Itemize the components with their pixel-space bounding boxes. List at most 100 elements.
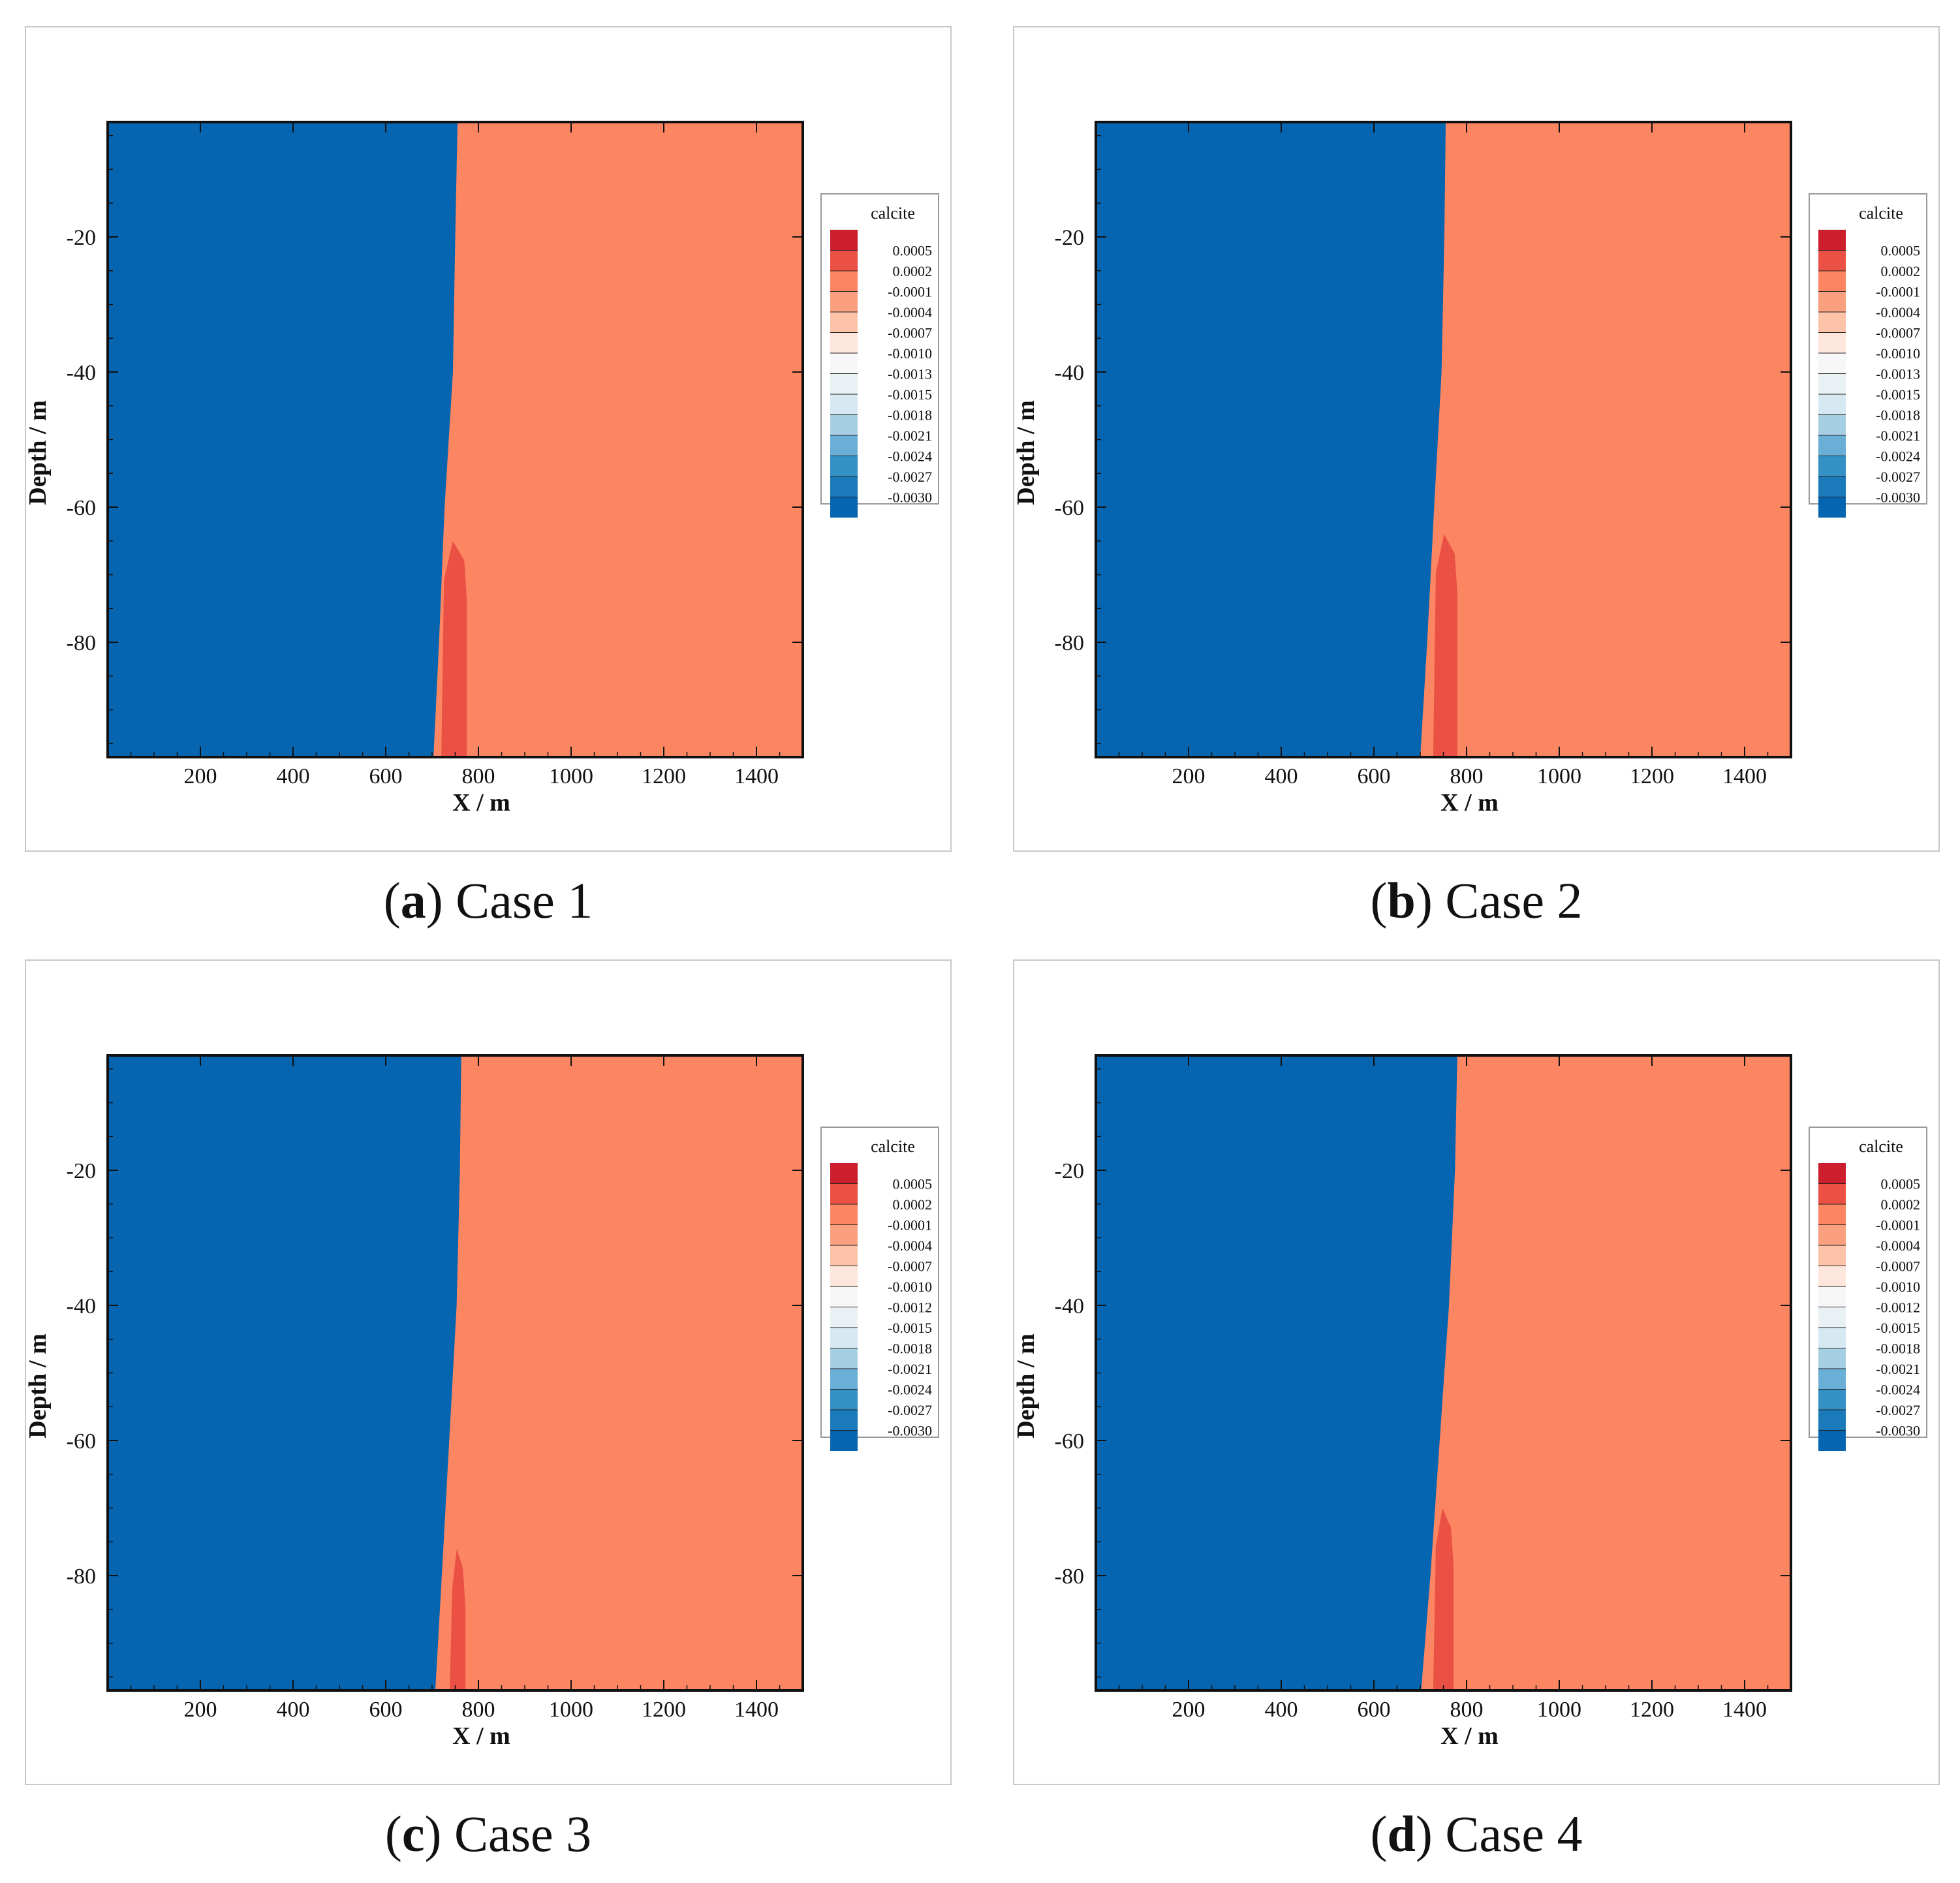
y-tick-label: -20 <box>1055 226 1084 250</box>
legend-swatch <box>830 230 858 251</box>
high-zone <box>441 540 467 757</box>
y-tick-label: -80 <box>67 1564 96 1589</box>
low-region <box>1096 1055 1411 1690</box>
caption-letter-c: c <box>401 1805 425 1862</box>
legend-label: -0.0024 <box>888 448 932 465</box>
contour-plot-b: 200 400 600 800 1000 1200 1400 -20 -40 -60 -80 X / … <box>1014 121 1927 817</box>
legend-label: -0.0024 <box>1876 448 1920 465</box>
legend-swatch <box>1818 230 1846 251</box>
legend-label: -0.0010 <box>1876 345 1920 362</box>
legend-swatch <box>830 1183 858 1204</box>
legend-swatch <box>830 394 858 415</box>
y-tick-label: -40 <box>1055 1294 1084 1318</box>
legend-swatch <box>830 1286 858 1307</box>
y-axis-title: Depth / m <box>1014 400 1040 505</box>
legend-label: 0.0002 <box>893 1196 933 1213</box>
caption-letter-a: a <box>400 872 426 929</box>
legend-swatch <box>1818 394 1846 415</box>
x-tick-label: 600 <box>369 764 403 788</box>
x-tick-label: 400 <box>1265 764 1298 788</box>
legend-swatch <box>1818 1369 1846 1390</box>
legend-title: calcite <box>1859 1137 1903 1156</box>
legend-swatch <box>830 476 858 497</box>
legend-label: -0.0024 <box>1876 1382 1920 1398</box>
x-axis-title: X / m <box>452 1722 510 1750</box>
y-axis-title: Depth / m <box>26 400 52 505</box>
low-region <box>108 1055 411 1690</box>
legend-swatch <box>830 435 858 456</box>
legend-swatch <box>830 353 858 374</box>
x-tick-label: 1200 <box>642 764 686 788</box>
y-tick-label: -40 <box>67 1294 96 1318</box>
legend-label: -0.0021 <box>888 428 932 444</box>
legend-swatch <box>1818 1286 1846 1307</box>
x-tick-label: 800 <box>462 764 495 788</box>
legend-swatch <box>830 312 858 333</box>
panel-c: 200 400 600 800 1000 1200 1400 -20 -40 -60 -80 X / … <box>25 959 952 1785</box>
legend-label: -0.0001 <box>1876 1217 1920 1234</box>
caption-text-d: Case 4 <box>1432 1805 1583 1862</box>
x-tick-label: 400 <box>277 764 310 788</box>
legend-label: -0.0007 <box>888 325 932 341</box>
legend-swatch <box>1818 1204 1846 1225</box>
x-tick-label: 1200 <box>1630 764 1674 788</box>
y-tick-label: -40 <box>67 361 96 385</box>
x-tick-label: 200 <box>1172 764 1206 788</box>
legend-label: -0.0007 <box>1876 325 1920 341</box>
legend-swatch <box>830 414 858 435</box>
y-tick-label: -80 <box>67 631 96 655</box>
legend-swatch <box>1818 1163 1846 1184</box>
x-axis-title: X / m <box>1440 789 1499 817</box>
legend-swatch <box>830 497 858 518</box>
contour-plot-c: 200 400 600 800 1000 1200 1400 -20 -40 -60 -80 X / … <box>26 1054 939 1750</box>
legend-swatch <box>830 271 858 292</box>
legend-label: -0.0018 <box>888 1341 932 1357</box>
legend-swatch <box>1818 414 1846 435</box>
legend-swatch <box>1818 497 1846 518</box>
legend-swatch <box>1818 1307 1846 1328</box>
legend-swatch <box>1818 1183 1846 1204</box>
x-axis-title: X / m <box>452 789 510 817</box>
legend-label: -0.0021 <box>888 1361 932 1377</box>
high-zone <box>449 1548 466 1690</box>
legend-swatch <box>830 1328 858 1348</box>
legend-label: -0.0027 <box>888 1402 932 1418</box>
caption-c: (c) Case 3 <box>384 1805 592 1862</box>
legend-swatch <box>830 1163 858 1184</box>
y-tick-label: -80 <box>1055 1564 1084 1589</box>
legend-label: -0.0004 <box>1876 304 1920 320</box>
legend-label: -0.0012 <box>888 1299 932 1316</box>
legend-swatch <box>1818 353 1846 374</box>
legend-swatch <box>1818 1245 1846 1266</box>
caption-text-b: Case 2 <box>1432 872 1583 929</box>
legend-swatch <box>1818 250 1846 271</box>
legend-swatch <box>830 1245 858 1266</box>
x-tick-label: 1200 <box>642 1698 686 1722</box>
legend-label: -0.0001 <box>888 284 932 300</box>
x-tick-label: 1200 <box>1630 1698 1674 1722</box>
legend-label: -0.0012 <box>1876 1299 1920 1316</box>
contour-plot-d: 200 400 600 800 1000 1200 1400 -20 -40 -60 -80 X / … <box>1014 1054 1927 1750</box>
legend-swatch <box>830 456 858 476</box>
legend-label: -0.0004 <box>888 1237 932 1254</box>
panel-a: 200 400 600 800 1000 1200 1400 -20 -40 -60 -80 X / … <box>25 26 952 852</box>
y-tick-label: -20 <box>67 1159 96 1183</box>
x-axis-title: X / m <box>1440 1722 1499 1750</box>
legend-swatch <box>1818 1348 1846 1369</box>
legend-swatch <box>1818 332 1846 353</box>
y-tick-label: -20 <box>1055 1159 1084 1183</box>
caption-letter-d: d <box>1387 1805 1416 1862</box>
x-tick-label: 1400 <box>1722 1698 1767 1722</box>
caption-a: (a) Case 1 <box>383 872 593 929</box>
legend-label: -0.0015 <box>888 1320 932 1336</box>
legend-label: -0.0007 <box>888 1258 932 1275</box>
legend-label: -0.0027 <box>1876 469 1920 485</box>
low-region <box>108 122 407 757</box>
panel-d: 200 400 600 800 1000 1200 1400 -20 -40 -60 -80 X / … <box>1013 959 1940 1785</box>
legend-label: -0.0010 <box>888 345 932 362</box>
x-tick-label: 800 <box>1450 1698 1484 1722</box>
legend-label: -0.0030 <box>1876 1423 1920 1439</box>
caption-text-c: Case 3 <box>441 1805 592 1862</box>
legend-label: 0.0005 <box>1881 1176 1921 1192</box>
legend-label: -0.0030 <box>888 490 932 506</box>
